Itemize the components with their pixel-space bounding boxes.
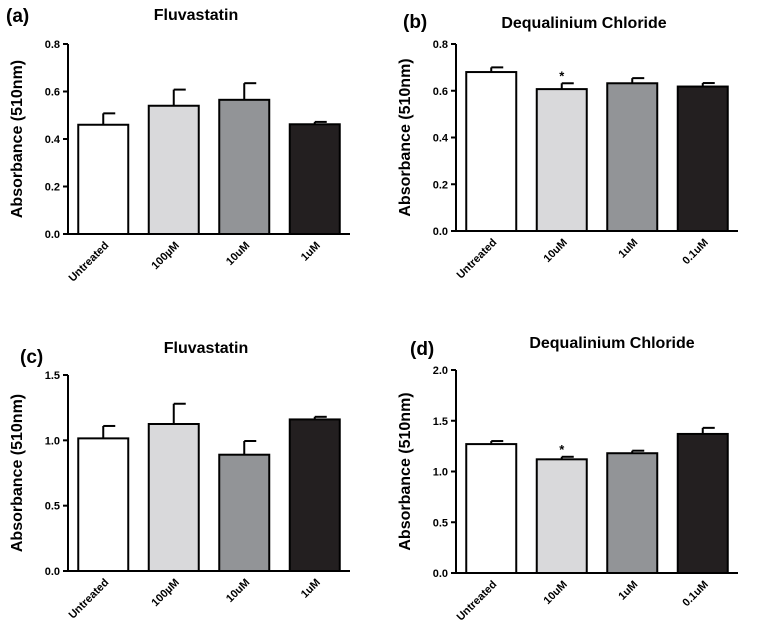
y-axis-label: Absorbance (510nm) xyxy=(9,394,26,552)
chart-title: Fluvastatin xyxy=(164,340,248,357)
x-tick-label: 1uM xyxy=(616,237,640,261)
y-tick-label: 0.5 xyxy=(45,501,60,513)
bar-1 xyxy=(77,123,130,235)
y-tick-label: 0.0 xyxy=(45,566,60,578)
y-tick-label: 0.6 xyxy=(45,87,60,99)
y-tick-label: 1.5 xyxy=(433,416,448,428)
x-tick-label: 0.1uM xyxy=(680,237,711,268)
chart-panel-a: (a) Fluvastatin Absorbance (510nm) 0.0 0.2 0.… xyxy=(6,6,350,285)
y-tick-label: 0.2 xyxy=(433,179,448,191)
bar-2 xyxy=(147,423,200,572)
bar-2 xyxy=(535,88,588,232)
y-tick-label: 0.8 xyxy=(45,39,60,51)
y-tick-label: 0.0 xyxy=(433,226,448,238)
x-tick-label: 10uM xyxy=(541,237,569,265)
panel-label: (c) xyxy=(20,347,43,368)
chart-title: Fluvastatin xyxy=(154,7,238,24)
x-tick-label: 10uM xyxy=(541,579,569,607)
y-tick-label: 0.6 xyxy=(433,86,448,98)
y-tick-label: 0.2 xyxy=(45,182,60,194)
significance-marker: * xyxy=(559,68,565,83)
y-tick-label: 2.0 xyxy=(433,365,448,377)
x-tick-label: Untreated xyxy=(455,579,500,624)
y-axis-label: Absorbance (510nm) xyxy=(9,60,26,218)
panel-label: (b) xyxy=(403,12,427,33)
bar-3 xyxy=(606,82,659,232)
bar-4 xyxy=(288,418,341,572)
y-tick-label: 0.0 xyxy=(45,229,60,241)
x-tick-label: Untreated xyxy=(67,577,112,622)
y-tick-label: 1.5 xyxy=(45,370,60,382)
x-tick-label: 1uM xyxy=(299,240,323,264)
panel-label: (d) xyxy=(410,339,434,360)
x-tick-label: 100µM xyxy=(149,577,181,609)
y-tick-label: 0.0 xyxy=(433,568,448,580)
x-tick-label: 1uM xyxy=(299,577,323,601)
y-tick-label: 0.5 xyxy=(433,517,448,529)
y-tick-label: 0.4 xyxy=(433,133,449,145)
bar-4 xyxy=(676,85,729,233)
x-tick-label: 100µM xyxy=(149,240,181,272)
x-tick-label: 0.1uM xyxy=(680,579,711,610)
y-tick-label: 1.0 xyxy=(433,467,448,479)
chart-title: Dequalinium Chloride xyxy=(529,335,694,352)
chart-panel-d: (d) Dequalinium Chloride Absorbance (510nm… xyxy=(397,335,738,624)
bar-1 xyxy=(465,443,518,574)
chart-panel-b: (b) Dequalinium Chloride Absorbance (510nm… xyxy=(397,12,738,282)
chart-title: Dequalinium Chloride xyxy=(501,15,666,32)
bar-4 xyxy=(676,432,729,574)
bar-3 xyxy=(606,452,659,574)
bar-1 xyxy=(77,437,130,572)
panel-label: (a) xyxy=(6,6,29,27)
x-tick-label: 10uM xyxy=(224,577,252,605)
bar-2 xyxy=(147,104,200,235)
y-axis-label: Absorbance (510nm) xyxy=(397,58,414,216)
x-tick-label: 10uM xyxy=(224,240,252,268)
significance-marker: * xyxy=(559,442,565,457)
bar-4 xyxy=(288,123,341,235)
chart-panel-c: (c) Fluvastatin Absorbance (510nm) 0.0 0.5 1.… xyxy=(9,340,350,622)
x-tick-label: Untreated xyxy=(455,237,500,282)
y-axis-label: Absorbance (510nm) xyxy=(397,392,414,550)
bar-1 xyxy=(465,71,518,232)
y-tick-label: 1.0 xyxy=(45,435,60,447)
bar-3 xyxy=(218,98,271,235)
bar-3 xyxy=(218,453,271,572)
y-tick-label: 0.4 xyxy=(45,134,61,146)
y-tick-label: 0.8 xyxy=(433,39,448,51)
x-tick-label: Untreated xyxy=(67,240,112,285)
x-tick-label: 1uM xyxy=(616,579,640,603)
bar-2 xyxy=(535,458,588,575)
